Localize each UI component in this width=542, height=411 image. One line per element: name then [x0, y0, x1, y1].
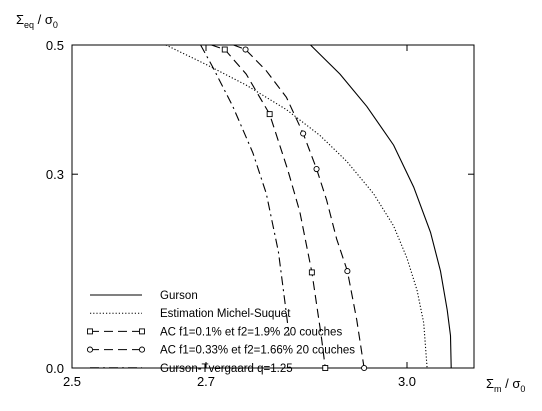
y-tick-label: 0.0 [46, 361, 64, 376]
series-3-point [266, 111, 273, 118]
series-line-5 [200, 44, 290, 336]
legend-marker [86, 346, 94, 353]
legend-label-3: AC f1=0.1% et f2=1.9% 20 couches [160, 326, 342, 338]
series-line-3 [211, 44, 326, 369]
series-4-point [242, 46, 249, 53]
series-4-point [300, 130, 307, 137]
legend-label-1: Gurson [160, 290, 198, 302]
series-4-point [313, 165, 320, 173]
series-line-2 [165, 44, 428, 369]
series-3-point [221, 46, 228, 53]
legend-marker [138, 346, 146, 353]
x-tick-label: 3.0 [398, 374, 416, 389]
legend-label-4: AC f1=0.33% et f2=1.66% 20 couches [160, 345, 355, 357]
y-tick-label: 0.3 [46, 167, 64, 182]
legend-label-2: Estimation Michel-Suquet [160, 308, 291, 320]
series-4-point [344, 268, 351, 275]
axis-ticks: 2.5 2.7 3.0 0.0 0.3 0.5 [46, 38, 474, 389]
legend: Gurson Estimation Michel-Suquet AC f1=0.1%… [86, 290, 355, 375]
plot-frame [71, 44, 475, 369]
y-axis-label: Σeq / σ0 [16, 12, 58, 30]
x-tick-label: 2.7 [197, 374, 215, 389]
series-3-point [308, 269, 315, 276]
y-tick-label: 0.5 [46, 38, 64, 53]
series-3-point [322, 365, 329, 371]
x-tick-label: 2.5 [63, 374, 81, 389]
legend-marker [139, 328, 145, 335]
legend-label-5: Gurson-Tvergaard q=1.25 [160, 363, 293, 375]
series-line-1 [310, 44, 452, 369]
x-axis-label: Σm / σ0 [486, 376, 525, 394]
series-group [165, 44, 452, 372]
legend-marker [87, 328, 93, 335]
series-line-4 [233, 44, 365, 369]
series-4-point [361, 364, 368, 372]
